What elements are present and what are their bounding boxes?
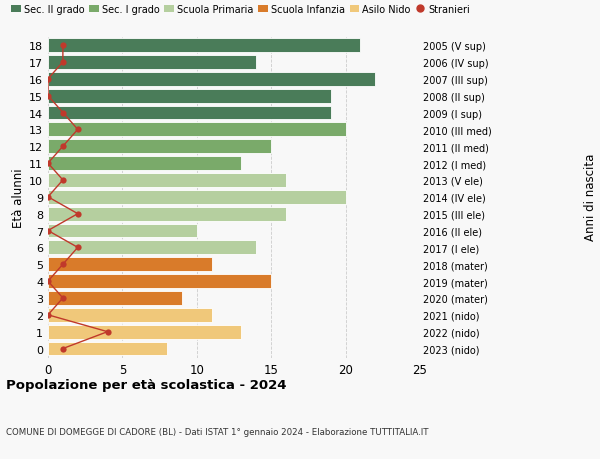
Bar [48, 190, 346, 204]
Legend: Sec. II grado, Sec. I grado, Scuola Primaria, Scuola Infanzia, Asilo Nido, Stran: Sec. II grado, Sec. I grado, Scuola Prim… [11, 5, 470, 15]
Bar [48, 325, 241, 339]
Bar [48, 224, 197, 238]
Bar [48, 207, 286, 221]
Bar [48, 308, 212, 322]
Bar [48, 157, 241, 171]
Bar [48, 241, 256, 255]
Bar [48, 258, 212, 272]
Bar [48, 342, 167, 356]
Bar [48, 140, 271, 154]
Text: Popolazione per età scolastica - 2024: Popolazione per età scolastica - 2024 [6, 379, 287, 392]
Y-axis label: Età alunni: Età alunni [12, 168, 25, 227]
Bar [48, 174, 286, 187]
Text: COMUNE DI DOMEGGE DI CADORE (BL) - Dati ISTAT 1° gennaio 2024 - Elaborazione TUT: COMUNE DI DOMEGGE DI CADORE (BL) - Dati … [6, 427, 428, 436]
Text: Anni di nascita: Anni di nascita [584, 154, 598, 241]
Bar [48, 274, 271, 288]
Bar [48, 291, 182, 305]
Bar [48, 123, 346, 137]
Bar [48, 73, 376, 86]
Bar [48, 106, 331, 120]
Bar [48, 39, 361, 53]
Bar [48, 90, 331, 103]
Bar [48, 56, 256, 70]
